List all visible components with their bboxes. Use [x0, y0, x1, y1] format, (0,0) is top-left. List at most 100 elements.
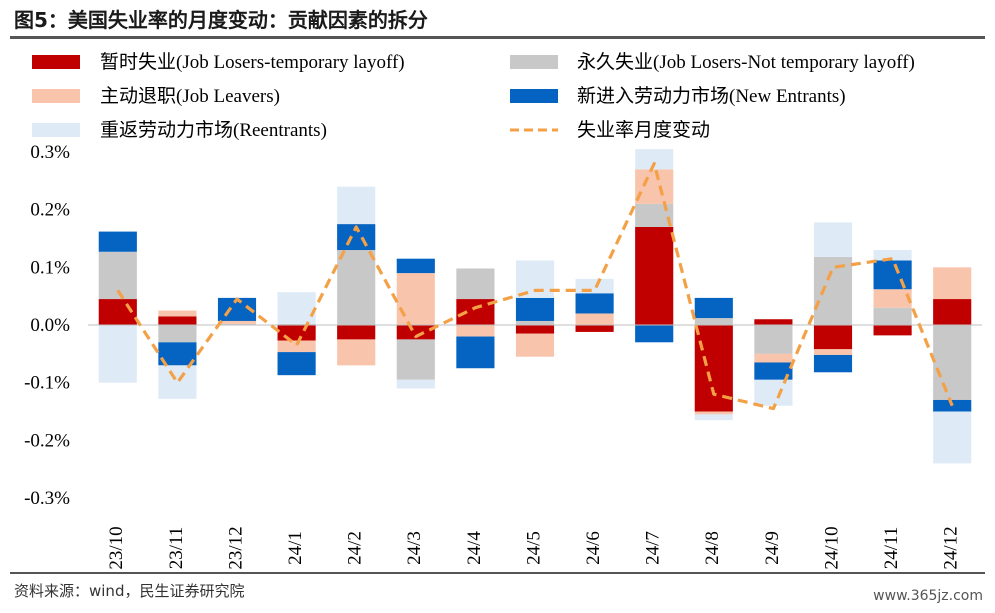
y-tick-label: -0.2%	[24, 430, 70, 451]
x-tick-label: 24/3	[404, 531, 425, 565]
bar-segment	[635, 226, 674, 325]
bar-segment	[694, 297, 733, 319]
plot-area: 0.3% 0.2% 0.1% 0.0% -0.1% -0.2% -0.3% 23/10 23/1…	[24, 142, 982, 570]
bar-segment	[158, 316, 197, 325]
x-tick-label: 24/10	[821, 526, 842, 569]
bar-segment	[217, 320, 257, 324]
legend-label-not-temporary-layoff: 永久失业(Job Losers-Not temporary layoff)	[577, 51, 915, 73]
bar-segment	[396, 339, 435, 380]
bar-segment	[933, 267, 972, 300]
bar-segment	[813, 349, 853, 355]
legend-swatch-temporary-layoff	[32, 55, 80, 69]
bar-segment	[337, 250, 376, 325]
legend-label-temporary-layoff: 暂时失业(Job Losers-temporary layoff)	[100, 51, 405, 73]
bar-segment	[754, 362, 793, 380]
bar-segment	[158, 310, 197, 317]
chart: 暂时失业(Job Losers-temporary layoff) 永久失业(J…	[24, 51, 982, 570]
bar-segment	[575, 278, 614, 294]
y-tick-label: 0.2%	[30, 200, 70, 221]
bar-segment	[575, 313, 614, 325]
bar-segment	[456, 325, 495, 337]
bar-segment	[396, 325, 435, 340]
legend-swatch-job-leavers	[32, 89, 80, 103]
bar-segment	[754, 319, 793, 325]
bar-segment	[933, 299, 972, 325]
bar-segment	[754, 353, 793, 363]
bar-segment	[694, 411, 733, 415]
bar-segment	[635, 149, 674, 170]
y-tick-label: -0.1%	[24, 373, 70, 394]
bar-segment	[396, 379, 435, 389]
bar-segment	[635, 325, 674, 343]
bar-segment	[217, 323, 257, 325]
bar-segment	[396, 273, 435, 325]
x-tick-label: 23/11	[166, 527, 187, 570]
chart-title: 图5：美国失业率的月度变动：贡献因素的拆分	[14, 8, 428, 32]
x-tick-label: 24/7	[643, 531, 664, 565]
legend-label-job-leavers: 主动退职(Job Leavers)	[100, 85, 280, 107]
bar-segment	[873, 250, 912, 261]
y-tick-label: 0.0%	[30, 315, 70, 336]
legend: 暂时失业(Job Losers-temporary layoff) 永久失业(J…	[32, 51, 915, 141]
bar-segment	[515, 325, 555, 334]
bar-segment	[456, 336, 495, 369]
x-tick-label: 23/10	[106, 526, 127, 569]
bar-segment	[933, 411, 972, 464]
bar-segment	[873, 307, 912, 325]
bar-segment	[694, 318, 733, 325]
bar-segment	[337, 339, 376, 366]
y-tick-label: -0.3%	[24, 488, 70, 509]
x-tick-label: 24/9	[762, 531, 783, 565]
bar-segment	[873, 325, 912, 336]
bar-segment	[813, 222, 853, 257]
legend-label-reentrants: 重返劳动力市场(Reentrants)	[100, 119, 327, 141]
bar-segment	[396, 258, 435, 274]
bar-segment	[813, 325, 853, 350]
bar-segment	[158, 325, 197, 343]
bar-segment	[158, 365, 197, 399]
bar-segment	[813, 354, 853, 373]
bar-segment	[575, 325, 614, 332]
y-tick-label: 0.3%	[30, 142, 70, 163]
legend-swatch-new-entrants	[510, 89, 558, 103]
bar-segment	[754, 325, 793, 354]
bar-segment	[277, 352, 316, 376]
bar-segment	[277, 340, 316, 353]
bar-segment	[515, 260, 555, 298]
x-tick-label: 24/5	[523, 531, 544, 565]
legend-label-new-entrants: 新进入劳动力市场(New Entrants)	[577, 85, 846, 107]
bar-segment	[635, 169, 674, 204]
x-tick-label: 24/4	[464, 531, 485, 565]
y-tick-label: 0.1%	[30, 257, 70, 278]
title-rule	[10, 36, 985, 39]
watermark: www.365jz.com	[873, 588, 983, 604]
x-tick-label: 24/8	[702, 531, 723, 565]
x-tick-label: 24/2	[345, 531, 366, 565]
x-tick-label: 23/12	[225, 526, 246, 569]
bar-segment	[337, 325, 376, 340]
bar-segment	[277, 292, 316, 324]
bar-segment	[158, 342, 197, 366]
bar-segment	[277, 325, 316, 341]
bar-segment	[277, 323, 316, 325]
bar-segment	[754, 379, 793, 406]
source-rule	[10, 572, 985, 574]
legend-label-unemployment-change: 失业率月度变动	[577, 119, 710, 141]
bar-segment	[933, 325, 972, 400]
bar-segment	[575, 293, 614, 314]
bar-segment	[515, 320, 555, 325]
bar-segment	[694, 414, 733, 421]
unemployment-change-line	[116, 161, 954, 411]
bar-segment	[98, 231, 137, 252]
bar-segment	[813, 256, 853, 325]
bar-segment	[337, 186, 376, 225]
x-tick-label: 24/1	[285, 531, 306, 565]
source-note: 资料来源：wind，民生证券研究院	[14, 582, 245, 600]
bar-segment	[635, 203, 674, 227]
bar-segment	[456, 268, 495, 300]
bar-segment	[515, 297, 555, 321]
x-tick-label: 24/12	[941, 526, 962, 569]
x-tick-label: 24/11	[881, 527, 902, 570]
bar-segment	[98, 325, 137, 383]
x-tick-label: 24/6	[583, 531, 604, 565]
